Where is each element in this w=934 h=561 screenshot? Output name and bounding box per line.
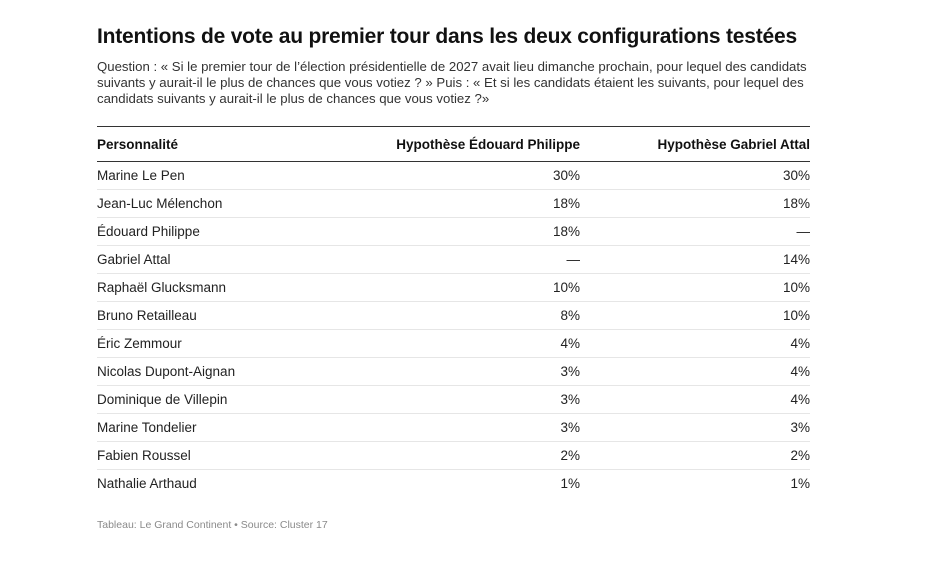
cell-personnalite: Nicolas Dupont-Aignan xyxy=(97,357,337,386)
cell-hypothese-attal: 14% xyxy=(580,245,810,274)
cell-hypothese-philippe: 30% xyxy=(337,161,580,190)
cell-hypothese-philippe: — xyxy=(337,245,580,274)
cell-hypothese-philippe: 3% xyxy=(337,385,580,414)
table-header-row: Personnalité Hypothèse Édouard Philippe … xyxy=(97,126,810,162)
table-row: Éric Zemmour 4% 4% xyxy=(97,329,810,358)
cell-personnalite: Marine Le Pen xyxy=(97,161,337,190)
table-body: Marine Le Pen 30% 30% Jean-Luc Mélenchon 18%… xyxy=(97,161,810,498)
cell-personnalite: Fabien Roussel xyxy=(97,441,337,470)
table-row: Nicolas Dupont-Aignan 3% 4% xyxy=(97,357,810,386)
cell-hypothese-attal: 4% xyxy=(580,329,810,358)
column-header-personnalite: Personnalité xyxy=(97,136,179,152)
cell-hypothese-attal: 4% xyxy=(580,385,810,414)
table-row: Bruno Retailleau 8% 10% xyxy=(97,301,810,330)
cell-personnalite: Marine Tondelier xyxy=(97,413,337,442)
table-row: Marine Le Pen 30% 30% xyxy=(97,161,810,190)
table-row: Dominique de Villepin 3% 4% xyxy=(97,385,810,414)
table-row: Gabriel Attal —14% xyxy=(97,245,810,274)
table-row: Nathalie Arthaud 1% 1% xyxy=(97,470,810,498)
column-header-hypothese-philippe: Hypothèse Édouard Philippe xyxy=(396,136,580,152)
table-row: Jean-Luc Mélenchon 18% 18% xyxy=(97,189,810,218)
cell-hypothese-philippe: 8% xyxy=(337,301,580,330)
cell-personnalite: Raphaël Glucksmann xyxy=(97,273,337,302)
cell-hypothese-philippe: 18% xyxy=(337,217,580,246)
chart-subtitle: Question : « Si le premier tour de l’éle… xyxy=(97,59,807,106)
cell-hypothese-attal: — xyxy=(580,217,810,246)
cell-personnalite: Nathalie Arthaud xyxy=(97,476,197,491)
column-header-hypothese-attal: Hypothèse Gabriel Attal xyxy=(657,136,810,152)
cell-personnalite: Jean-Luc Mélenchon xyxy=(97,189,337,218)
cell-hypothese-attal: 18% xyxy=(580,189,810,218)
cell-hypothese-philippe: 4% xyxy=(337,329,580,358)
cell-hypothese-attal: 3% xyxy=(580,413,810,442)
cell-hypothese-attal: 4% xyxy=(580,357,810,386)
cell-personnalite: Édouard Philippe xyxy=(97,217,337,246)
cell-hypothese-attal: 10% xyxy=(580,301,810,330)
cell-hypothese-attal: 2% xyxy=(580,441,810,470)
table-row: Marine Tondelier 3% 3% xyxy=(97,413,810,442)
cell-hypothese-attal: 30% xyxy=(580,161,810,190)
cell-personnalite: Bruno Retailleau xyxy=(97,301,337,330)
chart-title: Intentions de vote au premier tour dans … xyxy=(97,25,797,48)
cell-personnalite: Gabriel Attal xyxy=(97,245,337,274)
cell-personnalite: Éric Zemmour xyxy=(97,329,337,358)
cell-hypothese-philippe: 10% xyxy=(337,273,580,302)
cell-hypothese-philippe: 2% xyxy=(337,441,580,470)
cell-personnalite: Dominique de Villepin xyxy=(97,385,337,414)
table-row: Raphaël Glucksmann 10% 10% xyxy=(97,273,810,302)
source-note: Tableau: Le Grand Continent • Source: Cl… xyxy=(97,519,328,531)
table-row: Fabien Roussel 2% 2% xyxy=(97,441,810,470)
cell-hypothese-philippe: 18% xyxy=(337,189,580,218)
cell-hypothese-attal: 1% xyxy=(790,476,810,491)
table-row: Édouard Philippe 18% — xyxy=(97,217,810,246)
results-table: Personnalité Hypothèse Édouard Philippe … xyxy=(97,126,810,497)
cell-hypothese-philippe: 1% xyxy=(560,476,580,491)
cell-hypothese-attal: 10% xyxy=(580,273,810,302)
cell-hypothese-philippe: 3% xyxy=(337,413,580,442)
chart-container: Intentions de vote au premier tour dans … xyxy=(97,24,810,531)
cell-hypothese-philippe: 3% xyxy=(337,357,580,386)
